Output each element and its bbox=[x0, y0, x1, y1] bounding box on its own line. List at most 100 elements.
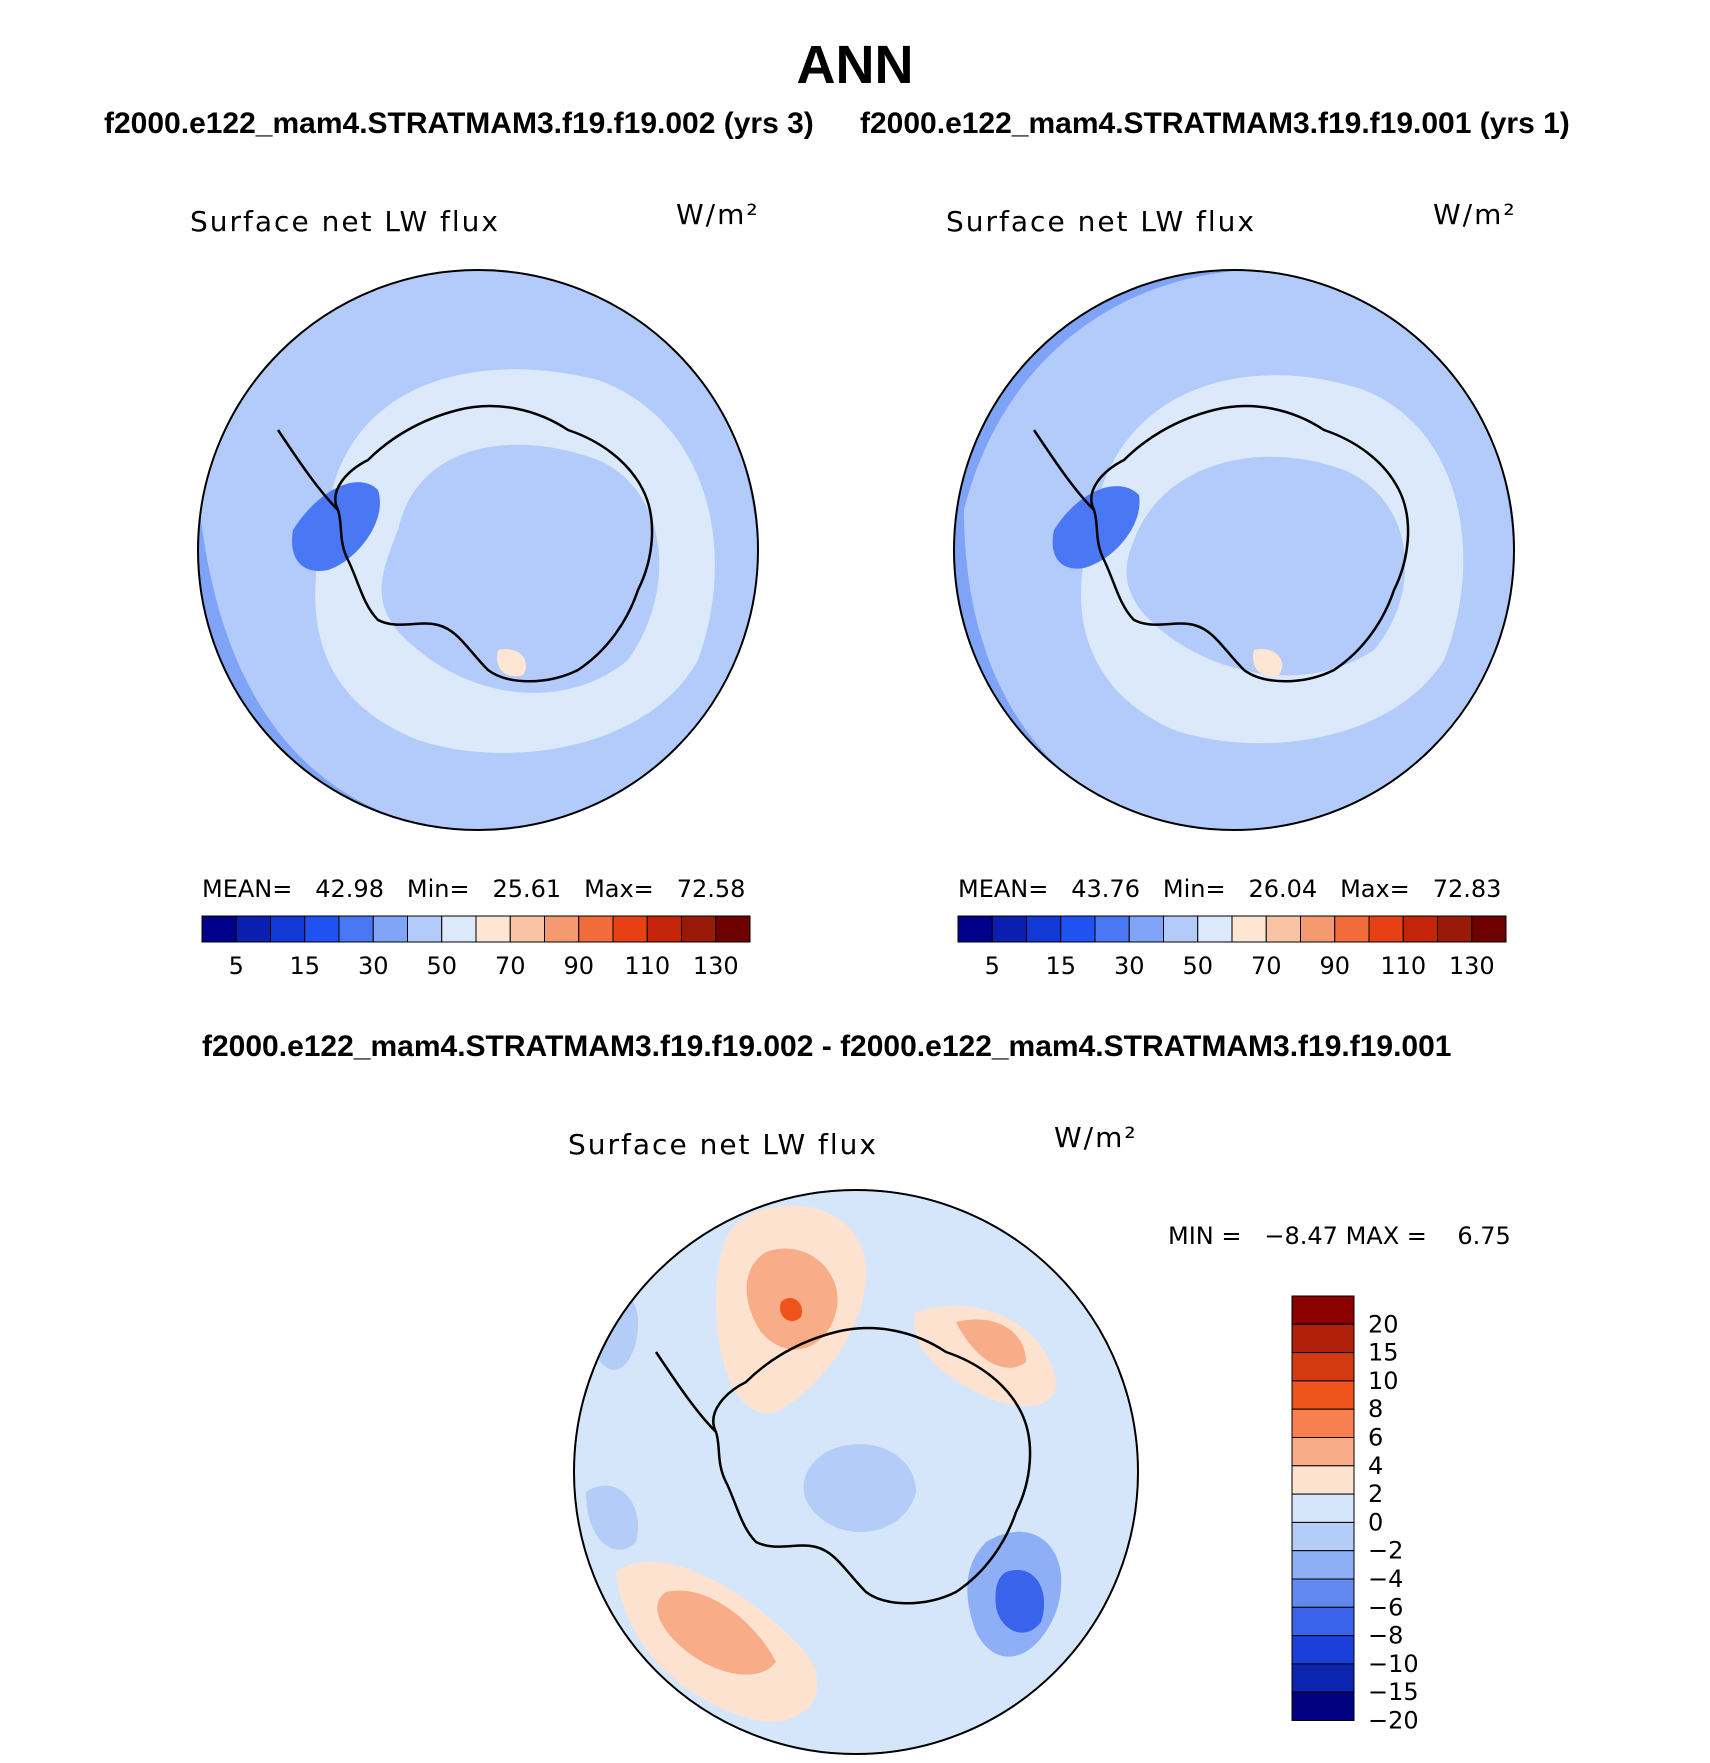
colorbar-tick-label: −20 bbox=[1368, 1707, 1419, 1735]
min-label: Min= bbox=[406, 875, 470, 903]
colorbar-swatch bbox=[1291, 1606, 1355, 1637]
colorbar-swatch bbox=[372, 915, 408, 943]
min-label: MIN = bbox=[1168, 1222, 1242, 1250]
high-flux-patch bbox=[497, 649, 527, 677]
colorbar-swatch bbox=[578, 915, 614, 943]
map-boundary bbox=[953, 269, 1515, 831]
colorbar-swatch bbox=[957, 915, 993, 943]
colorbar-swatch bbox=[407, 915, 443, 943]
interior-negative bbox=[803, 1444, 916, 1532]
mean-value: 43.76 bbox=[1071, 875, 1140, 903]
colorbar-swatch bbox=[509, 915, 545, 943]
colorbar-swatch bbox=[1026, 915, 1062, 943]
low-flux-patch-2 bbox=[283, 796, 323, 829]
colorbar-swatch bbox=[1300, 915, 1336, 943]
colorbar-tick-label: 15 bbox=[1368, 1339, 1399, 1367]
colorbar-tick-label: 90 bbox=[563, 952, 594, 980]
colorbar-tick-label: −15 bbox=[1368, 1678, 1419, 1706]
colorbar-swatch bbox=[1197, 915, 1233, 943]
colorbar-tick-label: 50 bbox=[426, 952, 457, 980]
right-panel-variable-label: Surface net LW flux bbox=[946, 205, 1256, 238]
colorbar-tick-label: 8 bbox=[1368, 1395, 1383, 1423]
colorbar-swatch bbox=[270, 915, 306, 943]
colorbar-tick-label: 15 bbox=[289, 952, 320, 980]
diff-panel-units-label: W/m² bbox=[1054, 1121, 1138, 1154]
colorbar-tick-label: 30 bbox=[1114, 952, 1145, 980]
colorbar-tick-label: −8 bbox=[1368, 1622, 1403, 1650]
colorbar-tick-label: 5 bbox=[985, 952, 1000, 980]
max-value: 72.58 bbox=[676, 875, 746, 903]
peninsula-coastline bbox=[1032, 429, 1095, 511]
antarctica-coastline bbox=[1090, 404, 1410, 683]
diff-panel-stats: MIN = −8.47 MAX = 6.75 bbox=[1168, 1222, 1511, 1250]
left-panel-case-title: f2000.e122_mam4.STRATMAM3.f19.f19.002 (y… bbox=[104, 107, 814, 140]
colorbar-swatch bbox=[338, 915, 374, 943]
min-label: Min= bbox=[1162, 875, 1226, 903]
colorbar-swatch bbox=[1291, 1493, 1355, 1523]
min-value: 25.61 bbox=[492, 875, 562, 903]
colorbar-tick-label: 30 bbox=[358, 952, 389, 980]
colorbar-swatch bbox=[475, 915, 511, 943]
colorbar-swatch bbox=[441, 915, 477, 943]
colorbar-swatch bbox=[1265, 915, 1301, 943]
colorbar-swatch bbox=[1163, 915, 1199, 943]
colorbar-tick-label: −6 bbox=[1368, 1593, 1403, 1621]
difference-title: f2000.e122_mam4.STRATMAM3.f19.f19.002 - … bbox=[202, 1030, 1452, 1063]
colorbar-swatch bbox=[1471, 915, 1507, 943]
colorbar-swatch bbox=[612, 915, 648, 943]
right-panel-map bbox=[953, 269, 1515, 831]
left-panel-colorbar: 5 15 30 50 70 90 110 130 bbox=[201, 915, 751, 980]
interior-region bbox=[1126, 456, 1406, 676]
max-label: Max= bbox=[1340, 875, 1410, 903]
colorbar-swatch bbox=[1128, 915, 1164, 943]
left-panel-variable-label: Surface net LW flux bbox=[190, 205, 500, 238]
diff-panel-map bbox=[573, 1189, 1139, 1755]
colorbar-swatch bbox=[681, 915, 717, 943]
colorbar-swatch bbox=[1291, 1295, 1355, 1325]
colorbar-tick-label: 4 bbox=[1368, 1452, 1383, 1480]
colorbar-tick-label: 10 bbox=[1368, 1367, 1399, 1395]
colorbar-tick-label: 2 bbox=[1368, 1480, 1383, 1508]
colorbar-tick-label: 6 bbox=[1368, 1424, 1383, 1452]
colorbar-swatch bbox=[1094, 915, 1130, 943]
colorbar-swatch bbox=[1291, 1380, 1355, 1410]
colorbar-swatch bbox=[201, 915, 237, 943]
positive-anomaly-east-core bbox=[956, 1319, 1026, 1368]
mean-value: 42.98 bbox=[315, 875, 384, 903]
right-panel-case-title: f2000.e122_mam4.STRATMAM3.f19.f19.001 (y… bbox=[860, 107, 1570, 140]
min-value: 26.04 bbox=[1248, 875, 1318, 903]
left-panel-stats: MEAN= 42.98 Min= 25.61 Max= 72.58 bbox=[202, 875, 745, 903]
right-panel-units-label: W/m² bbox=[1433, 198, 1517, 231]
colorbar-swatch bbox=[1291, 1578, 1355, 1608]
colorbar-swatch bbox=[235, 915, 271, 943]
colorbar-tick-label: 90 bbox=[1319, 952, 1350, 980]
right-panel-colorbar: 5 15 30 50 70 90 110 130 bbox=[957, 915, 1507, 980]
colorbar-swatch bbox=[544, 915, 580, 943]
colorbar-tick-label: 130 bbox=[693, 952, 739, 980]
negative-anomaly-west bbox=[586, 1485, 638, 1550]
min-value: −8.47 bbox=[1264, 1222, 1338, 1250]
colorbar-swatch bbox=[1291, 1691, 1355, 1722]
colorbar-swatch bbox=[1060, 915, 1096, 943]
left-panel-units-label: W/m² bbox=[676, 198, 760, 231]
colorbar-tick-label: 50 bbox=[1182, 952, 1213, 980]
colorbar-tick-label: 110 bbox=[624, 952, 670, 980]
colorbar-tick-label: 130 bbox=[1449, 952, 1495, 980]
peninsula-coastline bbox=[276, 429, 339, 511]
colorbar-swatch bbox=[715, 915, 751, 943]
colorbar-swatch bbox=[1291, 1437, 1355, 1467]
colorbar-swatch bbox=[1291, 1465, 1355, 1495]
max-anomaly-spot bbox=[780, 1297, 802, 1322]
right-panel-stats: MEAN= 43.76 Min= 26.04 Max= 72.83 bbox=[958, 875, 1501, 903]
colorbar-tick-label: 70 bbox=[1251, 952, 1282, 980]
min-anomaly-spot bbox=[995, 1570, 1045, 1633]
colorbar-swatch bbox=[991, 915, 1027, 943]
max-label: MAX = bbox=[1345, 1222, 1427, 1250]
colorbar-tick-label: 15 bbox=[1045, 952, 1076, 980]
left-panel-map bbox=[197, 269, 759, 831]
map-boundary bbox=[573, 1189, 1139, 1755]
peninsula-coastline bbox=[654, 1351, 717, 1433]
diff-panel-variable-label: Surface net LW flux bbox=[568, 1128, 878, 1161]
max-value: 72.83 bbox=[1432, 875, 1502, 903]
colorbar-tick-label: 110 bbox=[1380, 952, 1426, 980]
